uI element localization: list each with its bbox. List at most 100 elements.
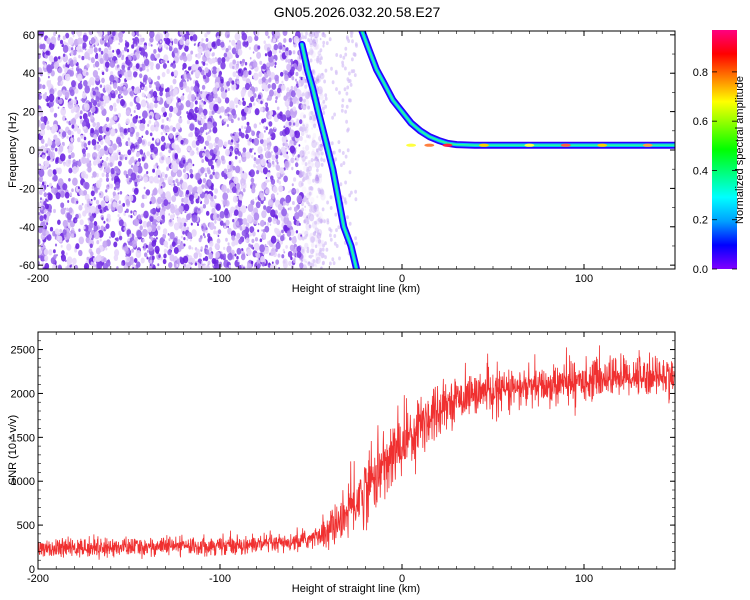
noise-speckle bbox=[65, 252, 68, 256]
noise-speckle bbox=[302, 146, 305, 151]
noise-speckle bbox=[74, 96, 77, 100]
noise-speckle bbox=[254, 35, 259, 42]
noise-speckle bbox=[241, 58, 246, 64]
noise-speckle bbox=[39, 197, 43, 201]
noise-speckle bbox=[103, 206, 107, 213]
noise-speckle bbox=[279, 71, 284, 77]
noise-speckle bbox=[248, 243, 251, 248]
y-tick-label: 1500 bbox=[11, 432, 35, 444]
noise-speckle bbox=[140, 154, 143, 157]
noise-speckle bbox=[55, 192, 61, 200]
noise-speckle bbox=[94, 187, 98, 192]
noise-speckle bbox=[113, 186, 117, 191]
noise-speckle bbox=[289, 100, 294, 107]
noise-speckle bbox=[239, 60, 242, 64]
noise-speckle bbox=[333, 234, 337, 238]
noise-speckle bbox=[87, 166, 92, 173]
colorbar-tick-label: 0.8 bbox=[693, 67, 708, 79]
noise-speckle bbox=[274, 74, 279, 82]
noise-speckle bbox=[351, 57, 354, 62]
noise-speckle bbox=[161, 114, 164, 117]
noise-speckle bbox=[213, 195, 217, 200]
noise-speckle bbox=[55, 157, 59, 163]
noise-speckle bbox=[143, 152, 146, 155]
noise-speckle bbox=[321, 261, 325, 266]
noise-speckle bbox=[267, 158, 271, 163]
noise-speckle bbox=[275, 248, 278, 253]
noise-speckle bbox=[241, 224, 246, 231]
noise-speckle bbox=[117, 86, 121, 91]
noise-speckle bbox=[232, 65, 235, 70]
noise-speckle bbox=[180, 217, 186, 225]
noise-speckle bbox=[293, 85, 298, 92]
noise-speckle bbox=[208, 142, 214, 150]
band-peak bbox=[406, 143, 417, 147]
noise-speckle bbox=[194, 192, 199, 200]
noise-speckle bbox=[260, 219, 265, 227]
noise-speckle bbox=[141, 92, 145, 98]
noise-speckle bbox=[283, 95, 288, 101]
noise-speckle bbox=[272, 38, 276, 43]
noise-speckle bbox=[176, 258, 181, 264]
noise-speckle bbox=[252, 102, 256, 106]
noise-speckle bbox=[348, 71, 351, 76]
noise-speckle bbox=[242, 147, 247, 153]
noise-speckle bbox=[194, 80, 199, 86]
noise-speckle bbox=[94, 35, 97, 39]
noise-speckle bbox=[182, 230, 185, 235]
noise-speckle bbox=[202, 203, 207, 209]
noise-speckle bbox=[139, 34, 142, 38]
noise-speckle bbox=[264, 243, 267, 247]
noise-speckle bbox=[38, 175, 44, 183]
noise-speckle bbox=[90, 127, 95, 134]
noise-speckle bbox=[242, 266, 245, 269]
noise-speckle bbox=[133, 43, 137, 47]
noise-speckle bbox=[318, 135, 322, 142]
noise-speckle bbox=[163, 199, 169, 207]
noise-speckle bbox=[304, 242, 309, 249]
noise-speckle bbox=[172, 180, 175, 184]
noise-speckle bbox=[304, 35, 307, 40]
noise-speckle bbox=[169, 85, 174, 91]
noise-speckle bbox=[220, 254, 224, 260]
noise-speckle bbox=[290, 58, 293, 63]
noise-speckle bbox=[288, 121, 292, 126]
noise-speckle bbox=[189, 35, 194, 41]
x-tick-label: 100 bbox=[575, 273, 593, 285]
noise-speckle bbox=[314, 156, 317, 160]
noise-speckle bbox=[78, 236, 85, 245]
noise-speckle bbox=[343, 87, 347, 92]
noise-speckle bbox=[174, 144, 180, 151]
noise-speckle bbox=[101, 71, 105, 76]
noise-speckle bbox=[66, 120, 69, 124]
noise-speckle bbox=[158, 166, 160, 169]
noise-speckle bbox=[117, 214, 120, 218]
noise-speckle bbox=[77, 37, 83, 45]
noise-speckle bbox=[304, 235, 307, 240]
noise-speckle bbox=[161, 119, 165, 123]
noise-speckle bbox=[119, 95, 122, 98]
noise-speckle bbox=[49, 79, 51, 83]
snr-x-label: Height of straight line (km) bbox=[292, 583, 420, 595]
noise-speckle bbox=[287, 207, 290, 211]
noise-speckle bbox=[314, 156, 318, 162]
noise-speckle bbox=[149, 263, 152, 267]
noise-speckle bbox=[167, 128, 170, 133]
noise-speckle bbox=[249, 148, 253, 153]
noise-speckle bbox=[344, 109, 347, 114]
colorbar-tick-label: 0.4 bbox=[693, 165, 708, 177]
noise-speckle bbox=[267, 199, 274, 208]
noise-speckle bbox=[178, 205, 184, 213]
noise-speckle bbox=[217, 174, 220, 179]
noise-speckle bbox=[247, 35, 253, 44]
noise-speckle bbox=[209, 199, 216, 208]
noise-speckle bbox=[136, 161, 140, 167]
noise-speckle bbox=[299, 76, 301, 79]
x-tick-label: -200 bbox=[27, 273, 49, 285]
noise-speckle bbox=[246, 139, 249, 143]
noise-speckle bbox=[67, 129, 72, 136]
noise-speckle bbox=[71, 263, 75, 268]
noise-speckle bbox=[161, 71, 166, 78]
noise-speckle bbox=[274, 65, 277, 68]
noise-speckle bbox=[220, 41, 225, 48]
